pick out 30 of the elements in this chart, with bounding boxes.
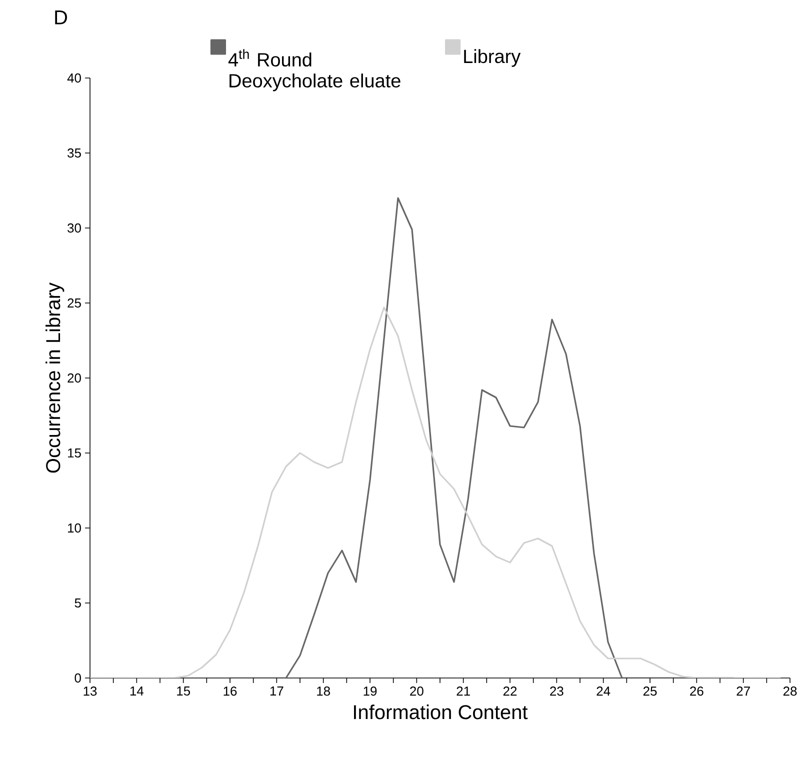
legend-label: Library bbox=[464, 49, 521, 67]
y-tick-label: 0 bbox=[74, 673, 81, 683]
y-tick-label: 5 bbox=[74, 598, 81, 608]
x-tick-label: 27 bbox=[736, 686, 750, 696]
x-axis-title: Information Content bbox=[354, 704, 528, 720]
x-tick-label: 13 bbox=[84, 686, 97, 696]
y-tick-label: 40 bbox=[67, 73, 81, 83]
x-tick-label: 17 bbox=[270, 686, 284, 696]
y-axis-title: Occurrence in Library bbox=[46, 282, 64, 473]
x-tick-label: 15 bbox=[177, 686, 190, 696]
y-tick-label: 25 bbox=[68, 298, 81, 308]
x-tick-label: 24 bbox=[596, 686, 610, 696]
legend-label: 4$^{th}$ Round Deoxycholate eluate bbox=[228, 49, 400, 92]
y-tick-label: 35 bbox=[68, 148, 81, 158]
y-tick-label: 30 bbox=[68, 223, 81, 233]
y-tick-label: 15 bbox=[68, 448, 81, 458]
x-tick-label: 22 bbox=[503, 686, 517, 696]
x-tick-label: 16 bbox=[224, 686, 237, 696]
x-tick-label: 23 bbox=[550, 686, 564, 696]
x-tick-label: 18 bbox=[317, 686, 330, 696]
x-tick-label: 14 bbox=[130, 686, 144, 696]
y-tick-label: 20 bbox=[68, 373, 81, 383]
x-tick-label: 28 bbox=[783, 686, 797, 696]
x-tick-label: 20 bbox=[410, 686, 424, 696]
x-tick-label: 26 bbox=[690, 686, 704, 696]
y-tick-label: 10 bbox=[68, 523, 81, 533]
x-tick-label: 25 bbox=[643, 686, 657, 696]
x-tick-label: 21 bbox=[456, 686, 470, 696]
text: D bbox=[55, 10, 68, 24]
x-tick-label: 19 bbox=[364, 686, 377, 696]
